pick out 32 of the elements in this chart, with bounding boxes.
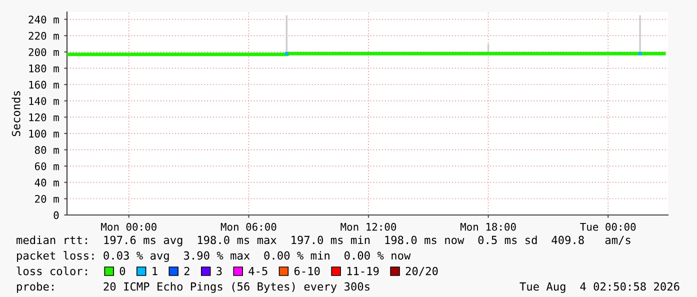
y-tick-label: 120 m bbox=[29, 113, 59, 122]
text: Tue Aug 4 02:50:58 2026 bbox=[520, 282, 680, 293]
y-tick-label: 200 m bbox=[28, 48, 59, 56]
legend-label: 0 bbox=[120, 266, 126, 276]
legend-label: 1 bbox=[152, 266, 158, 276]
x-tick-label: Mon 00:00 bbox=[101, 222, 156, 231]
legend-title: loss color: bbox=[16, 266, 87, 276]
legend-label: 11-19 bbox=[347, 266, 379, 276]
text: probe: 20 ICMP Echo Pings (56 Bytes) every 300s bbox=[17, 282, 370, 293]
x-tick-label: Mon 18:00 bbox=[460, 222, 516, 231]
text: packet loss: 0.03 % avg 3.90 % max 0.00 % min 0.00 % now bbox=[17, 251, 411, 262]
y-tick-label: 220 m bbox=[28, 32, 59, 40]
y-tick-label: 160 m bbox=[29, 80, 59, 89]
y-tick-label: 240 m bbox=[28, 16, 59, 24]
y-tick-label: 140 m bbox=[29, 97, 59, 105]
y-tick-label: 60 m bbox=[34, 162, 59, 170]
legend-label: 4-5 bbox=[248, 266, 268, 276]
y-tick-label: 100 m bbox=[29, 130, 59, 138]
y-axis-title: Seconds bbox=[12, 91, 20, 136]
x-tick-label: Tue 00:00 bbox=[580, 222, 636, 231]
legend-label: 3 bbox=[216, 266, 222, 276]
y-tick-label: 80 m bbox=[34, 146, 59, 154]
y-tick-label: 0 bbox=[54, 211, 59, 220]
y-tick-label: 20 m bbox=[35, 194, 59, 203]
legend-label: 20/20 bbox=[406, 266, 438, 276]
legend-label: 6-10 bbox=[294, 266, 320, 276]
text: median rtt: 197.6 ms avg 198.0 ms max 197.0 ms min 198.0 ms now 0.5 ms sd 409.8 am/s bbox=[16, 236, 630, 246]
legend-label: 2 bbox=[184, 266, 190, 276]
x-tick-label: Mon 06:00 bbox=[220, 222, 276, 231]
y-tick-label: 40 m bbox=[34, 178, 59, 187]
x-tick-label: Mon 12:00 bbox=[340, 222, 396, 231]
y-tick-label: 180 m bbox=[29, 64, 59, 72]
